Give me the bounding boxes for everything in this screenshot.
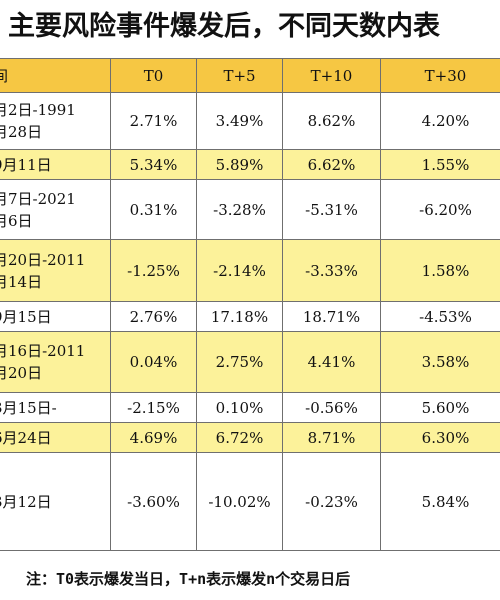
header-cell-t10: T+10: [282, 58, 381, 93]
t10-cell: -0.56%: [282, 392, 381, 423]
event-date-line1: 9月11日: [0, 155, 52, 174]
t10-cell: -3.33%: [282, 239, 381, 302]
event-date-cell: 9月15日: [0, 301, 111, 332]
t30-cell: 1.55%: [380, 149, 500, 180]
t10-cell: 4.41%: [282, 331, 381, 393]
t0-cell: 2.76%: [110, 301, 197, 332]
event-date-cell: 月2日-1991 月28日: [0, 92, 111, 150]
t10-cell: 6.62%: [282, 149, 381, 180]
t30-cell: 1.58%: [380, 239, 500, 302]
t5-cell: 17.18%: [196, 301, 283, 332]
t30-cell: 6.30%: [380, 422, 500, 453]
event-date-line2: 月6日: [0, 211, 33, 230]
event-date-cell: 9月11日: [0, 149, 111, 180]
t5-cell: -3.28%: [196, 179, 283, 240]
t0-cell: -1.25%: [110, 239, 197, 302]
event-date-line1: 月7日-2021: [0, 189, 76, 208]
t30-cell: 5.60%: [380, 392, 500, 423]
event-date-line1: 3月15日-: [0, 398, 57, 417]
t0-cell: -3.60%: [110, 452, 197, 551]
header-cell-t30: T+30: [380, 58, 500, 93]
event-date-line1: 9月15日: [0, 307, 52, 326]
t30-cell: 4.20%: [380, 92, 500, 150]
t0-cell: -2.15%: [110, 392, 197, 423]
t10-cell: 8.71%: [282, 422, 381, 453]
table-row: 月16日-2011 月20日 0.04% 2.75% 4.41% 3.58%: [0, 331, 500, 393]
event-date-cell: 3月15日-: [0, 392, 111, 423]
table-row: 3月12日 -3.60% -10.02% -0.23% 5.84%: [0, 452, 500, 551]
header-cell-t0: T0: [110, 58, 197, 93]
t30-cell: 3.58%: [380, 331, 500, 393]
table-row: 9月11日 5.34% 5.89% 6.62% 1.55%: [0, 149, 500, 180]
t5-cell: 2.75%: [196, 331, 283, 393]
event-date-line1: 6月24日: [0, 428, 52, 447]
event-date-cell: 月16日-2011 月20日: [0, 331, 111, 393]
event-date-line2: 月28日: [0, 123, 43, 141]
header-row: 间 T0 T+5 T+10 T+30: [0, 58, 500, 93]
t0-cell: 4.69%: [110, 422, 197, 453]
t10-cell: -5.31%: [282, 179, 381, 240]
t5-cell: 5.89%: [196, 149, 283, 180]
event-date-cell: 月20日-2011 月14日: [0, 239, 111, 302]
t0-cell: 0.04%: [110, 331, 197, 393]
footnote-bar: 注：T0表示爆发当日，T+n表示爆发n个交易日后: [0, 562, 500, 596]
event-date-line1: 月16日-2011: [0, 342, 86, 360]
t30-cell: 5.84%: [380, 452, 500, 551]
table-row: 月7日-2021 月6日 0.31% -3.28% -5.31% -6.20%: [0, 179, 500, 240]
table-row: 6月24日 4.69% 6.72% 8.71% 6.30%: [0, 422, 500, 453]
footnote-text: 注：T0表示爆发当日，T+n表示爆发n个交易日后: [26, 570, 351, 588]
risk-event-returns-table: 间 T0 T+5 T+10 T+30 月2日-1991 月28日 2.71% 3…: [0, 58, 500, 551]
event-date-line1: 月20日-2011: [0, 250, 86, 269]
t0-cell: 5.34%: [110, 149, 197, 180]
page-title: 主要风险事件爆发后，不同天数内表: [8, 11, 440, 42]
header-cell-period: 间: [0, 58, 111, 93]
t0-cell: 2.71%: [110, 92, 197, 150]
event-date-line2: 月14日: [0, 272, 43, 291]
table-row: 9月15日 2.76% 17.18% 18.71% -4.53%: [0, 301, 500, 332]
event-date-line2: 月20日: [0, 364, 43, 382]
event-date-cell: 3月12日: [0, 452, 111, 551]
t10-cell: 18.71%: [282, 301, 381, 332]
t5-cell: 6.72%: [196, 422, 283, 453]
table-row: 月2日-1991 月28日 2.71% 3.49% 8.62% 4.20%: [0, 92, 500, 150]
table-row: 月20日-2011 月14日 -1.25% -2.14% -3.33% 1.58…: [0, 239, 500, 302]
t5-cell: 0.10%: [196, 392, 283, 423]
t0-cell: 0.31%: [110, 179, 197, 240]
event-date-line1: 月2日-1991: [0, 101, 76, 119]
t5-cell: 3.49%: [196, 92, 283, 150]
event-date-cell: 月7日-2021 月6日: [0, 179, 111, 240]
event-date-cell: 6月24日: [0, 422, 111, 453]
table-row: 3月15日- -2.15% 0.10% -0.56% 5.60%: [0, 392, 500, 423]
t5-cell: -10.02%: [196, 452, 283, 551]
t10-cell: 8.62%: [282, 92, 381, 150]
event-date-line1: 3月12日: [0, 492, 52, 511]
header-cell-t5: T+5: [196, 58, 283, 93]
t5-cell: -2.14%: [196, 239, 283, 302]
t30-cell: -6.20%: [380, 179, 500, 240]
t30-cell: -4.53%: [380, 301, 500, 332]
t10-cell: -0.23%: [282, 452, 381, 551]
